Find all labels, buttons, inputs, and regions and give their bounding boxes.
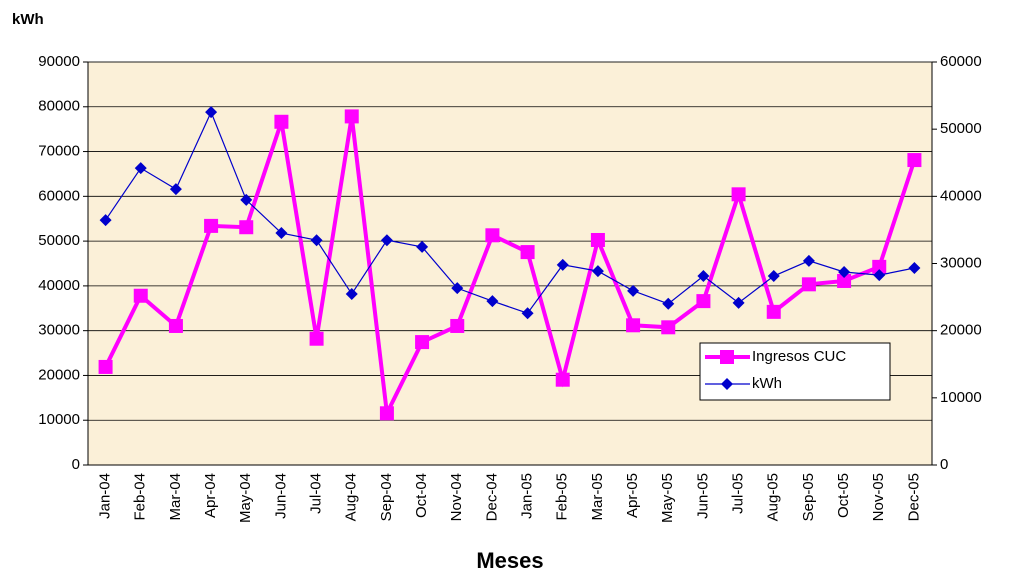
marker bbox=[274, 114, 289, 129]
x-tick-label: Jul-05 bbox=[730, 473, 747, 514]
x-tick-label: Feb-04 bbox=[132, 473, 149, 521]
marker bbox=[591, 265, 604, 278]
marker bbox=[907, 153, 922, 168]
y2-tick-label: 40000 bbox=[940, 187, 982, 204]
marker bbox=[204, 218, 219, 233]
x-tick-label: Jan-05 bbox=[519, 473, 536, 519]
x-tick-label: May-04 bbox=[237, 473, 254, 523]
marker bbox=[205, 106, 218, 119]
marker bbox=[837, 273, 852, 288]
marker bbox=[697, 270, 710, 283]
marker bbox=[99, 214, 112, 227]
y2-tick-label: 0 bbox=[940, 456, 948, 473]
x-tick-label: Aug-05 bbox=[765, 473, 782, 521]
marker bbox=[626, 318, 641, 333]
marker bbox=[310, 234, 323, 247]
marker bbox=[766, 304, 781, 319]
marker bbox=[872, 259, 887, 274]
y-axis-label: kWh bbox=[12, 11, 44, 28]
marker bbox=[662, 297, 675, 310]
marker bbox=[731, 187, 746, 202]
marker bbox=[521, 307, 534, 320]
x-tick-label: Jan-04 bbox=[97, 473, 114, 519]
y-tick-label: 70000 bbox=[38, 143, 80, 160]
marker bbox=[309, 331, 324, 346]
marker bbox=[720, 350, 734, 364]
marker bbox=[239, 220, 254, 235]
marker bbox=[555, 372, 570, 387]
y-tick-label: 0 bbox=[72, 456, 80, 473]
marker bbox=[415, 335, 430, 350]
marker bbox=[627, 284, 640, 297]
x-tick-label: Feb-05 bbox=[554, 473, 571, 521]
marker bbox=[134, 162, 147, 175]
x-tick-label: Jun-05 bbox=[694, 473, 711, 519]
x-tick-label: Aug-04 bbox=[343, 473, 360, 521]
y-tick-label: 50000 bbox=[38, 232, 80, 249]
marker bbox=[801, 277, 816, 292]
y2-tick-label: 50000 bbox=[940, 120, 982, 137]
y2-tick-label: 30000 bbox=[940, 254, 982, 271]
legend-label: kWh bbox=[752, 375, 782, 392]
y-tick-label: 80000 bbox=[38, 98, 80, 115]
x-tick-label: Apr-04 bbox=[202, 473, 219, 518]
x-tick-label: Oct-04 bbox=[413, 473, 430, 518]
marker bbox=[486, 295, 499, 308]
x-axis-label: Meses bbox=[476, 548, 543, 573]
marker bbox=[802, 254, 815, 267]
marker bbox=[767, 270, 780, 283]
marker bbox=[661, 320, 676, 335]
marker bbox=[168, 318, 183, 333]
x-tick-label: Mar-05 bbox=[589, 473, 606, 521]
y-tick-label: 90000 bbox=[38, 53, 80, 70]
y-tick-label: 30000 bbox=[38, 322, 80, 339]
marker bbox=[721, 378, 733, 390]
marker bbox=[485, 228, 500, 243]
y-tick-label: 40000 bbox=[38, 277, 80, 294]
marker bbox=[520, 245, 535, 260]
y-tick-label: 60000 bbox=[38, 187, 80, 204]
x-tick-label: Apr-05 bbox=[624, 473, 641, 518]
legend-label: Ingresos CUC bbox=[752, 348, 846, 365]
line bbox=[105, 110, 915, 314]
marker bbox=[344, 109, 359, 124]
y-tick-label: 20000 bbox=[38, 366, 80, 383]
marker bbox=[379, 406, 394, 421]
x-tick-label: Sep-05 bbox=[800, 473, 817, 521]
x-tick-label: May-05 bbox=[659, 473, 676, 523]
marker bbox=[98, 359, 113, 374]
y-tick-label: 10000 bbox=[38, 411, 80, 428]
marker bbox=[908, 261, 921, 274]
y2-tick-label: 10000 bbox=[940, 389, 982, 406]
marker bbox=[345, 287, 358, 300]
marker bbox=[732, 296, 745, 309]
x-tick-label: Mar-04 bbox=[167, 473, 184, 521]
marker bbox=[133, 288, 148, 303]
y2-tick-label: 60000 bbox=[940, 53, 982, 70]
x-tick-label: Dec-04 bbox=[483, 473, 500, 521]
x-tick-label: Nov-05 bbox=[870, 473, 887, 521]
x-tick-label: Oct-05 bbox=[835, 473, 852, 518]
x-tick-label: Sep-04 bbox=[378, 473, 395, 521]
marker bbox=[590, 232, 605, 247]
marker bbox=[380, 234, 393, 247]
marker bbox=[450, 318, 465, 333]
x-tick-label: Nov-04 bbox=[448, 473, 465, 521]
marker bbox=[873, 269, 886, 282]
x-tick-label: Jul-04 bbox=[308, 473, 325, 514]
marker bbox=[240, 193, 253, 206]
marker bbox=[556, 258, 569, 271]
x-tick-label: Dec-05 bbox=[905, 473, 922, 521]
legend: Ingresos CUC kWh bbox=[699, 342, 891, 401]
marker bbox=[275, 227, 288, 240]
x-tick-label: Jun-04 bbox=[272, 473, 289, 519]
marker bbox=[696, 294, 711, 309]
marker bbox=[451, 282, 464, 295]
marker bbox=[169, 183, 182, 196]
y2-tick-label: 20000 bbox=[940, 322, 982, 339]
marker bbox=[416, 240, 429, 253]
marker bbox=[838, 266, 851, 279]
